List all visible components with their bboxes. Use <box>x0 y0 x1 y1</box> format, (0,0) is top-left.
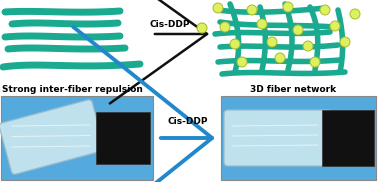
Circle shape <box>237 57 247 67</box>
Circle shape <box>197 23 207 33</box>
FancyBboxPatch shape <box>224 110 332 166</box>
Circle shape <box>275 53 285 63</box>
Circle shape <box>293 25 303 35</box>
Circle shape <box>247 5 257 15</box>
Circle shape <box>320 5 330 15</box>
Circle shape <box>350 9 360 19</box>
Text: Cis-DDP: Cis-DDP <box>168 117 208 126</box>
Circle shape <box>257 19 267 29</box>
Circle shape <box>220 22 230 32</box>
FancyBboxPatch shape <box>1 96 153 180</box>
Circle shape <box>213 3 223 13</box>
FancyBboxPatch shape <box>322 110 374 166</box>
Circle shape <box>283 2 293 12</box>
Circle shape <box>310 57 320 67</box>
Circle shape <box>230 39 240 49</box>
Circle shape <box>330 21 340 31</box>
Circle shape <box>340 37 350 47</box>
Circle shape <box>303 41 313 51</box>
FancyBboxPatch shape <box>96 112 150 164</box>
Text: 3D fiber network: 3D fiber network <box>250 85 336 94</box>
FancyBboxPatch shape <box>221 96 376 180</box>
Text: Cis-DDP: Cis-DDP <box>150 20 190 29</box>
FancyBboxPatch shape <box>0 100 104 174</box>
Text: Strong inter-fiber repulsion: Strong inter-fiber repulsion <box>2 85 143 94</box>
Circle shape <box>267 37 277 47</box>
